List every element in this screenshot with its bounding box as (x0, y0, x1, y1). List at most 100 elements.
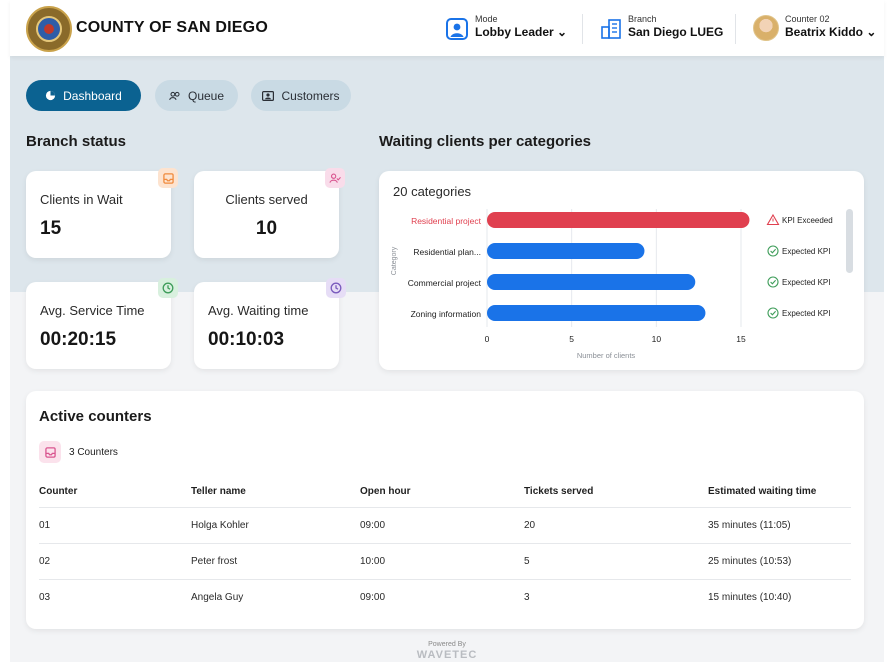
column-header-counter: Counter (39, 486, 78, 497)
cell-counter: 01 (39, 520, 51, 531)
x-tick-label: 5 (569, 334, 574, 344)
kpi-status-label: Expected KPI (782, 309, 830, 318)
tab-queue[interactable]: Queue (155, 80, 238, 111)
tab-customers-label: Customers (281, 88, 340, 103)
active-counters-title: Active counters (39, 408, 152, 425)
check-circle-icon (767, 307, 779, 319)
users-icon (169, 91, 180, 100)
building-icon (601, 19, 621, 39)
check-mark (770, 248, 777, 254)
waiting-clients-card: 20 categories Category Residential projec… (379, 171, 864, 370)
avg-service-time-card: Avg. Service Time 00:20:15 (26, 282, 171, 369)
tab-customers[interactable]: Customers (251, 80, 351, 111)
branch-selector[interactable]: Branch San Diego LUEG (628, 14, 723, 39)
waiting-clients-chart: Category Residential project KPI Exceeded R… (391, 209, 833, 360)
bar (487, 212, 750, 228)
x-tick-label: 0 (485, 334, 490, 344)
stat-value: 00:20:15 (40, 329, 117, 350)
cell-open-hour: 09:00 (360, 592, 386, 603)
clock-icon (158, 278, 178, 298)
tab-queue-label: Queue (187, 88, 225, 103)
counters-count: 3 Counters (69, 447, 118, 458)
divider (582, 14, 583, 44)
cell-counter: 03 (39, 592, 51, 603)
powered-by-label: Powered By (428, 641, 466, 648)
check-mark (770, 279, 777, 285)
cell-estimated-waiting-time: 25 minutes (10:53) (708, 556, 792, 567)
stat-value: 00:10:03 (208, 329, 285, 350)
check-circle-icon (767, 245, 779, 257)
stat-label: Avg. Service Time (40, 303, 145, 318)
column-header-open-hour: Open hour (360, 486, 411, 497)
user-name: Beatrix Kiddo (785, 25, 864, 39)
kpi-status-label: Expected KPI (782, 247, 830, 256)
mode-value: Lobby Leader (475, 25, 554, 39)
cell-teller-name: Angela Guy (191, 592, 244, 603)
cell-counter: 02 (39, 556, 51, 567)
user-check-icon (325, 168, 345, 188)
pie-chart-icon (46, 90, 56, 101)
category-label: Zoning information (411, 309, 482, 319)
branch-value: San Diego LUEG (628, 25, 724, 39)
cell-open-hour: 10:00 (360, 556, 386, 567)
chevron-down-icon: ⌄ (557, 25, 568, 39)
x-axis-label: Number of clients (577, 351, 636, 360)
categories-count: 20 categories (393, 184, 472, 199)
stat-label: Clients in Wait (40, 192, 123, 207)
chevron-down-icon: ⌄ (866, 25, 877, 39)
cell-teller-name: Peter frost (191, 556, 238, 567)
column-header-estimated-waiting-time: Estimated waiting time (708, 486, 817, 497)
stat-value: 10 (255, 218, 278, 239)
table-row[interactable]: 03 Angela Guy 09:00 3 15 minutes (10:40) (39, 579, 851, 615)
bar (487, 243, 645, 259)
active-counters-card: Active counters 3 Counters Counter Telle… (26, 391, 864, 629)
bar (487, 274, 696, 290)
category-label: Residential plan... (413, 247, 481, 257)
branch-label: Branch (628, 14, 657, 24)
column-header-teller-name: Teller name (191, 486, 246, 497)
category-label: Residential project (411, 216, 482, 226)
table-row[interactable]: 01 Holga Kohler 09:00 20 35 minutes (11:… (39, 507, 851, 543)
tab-dashboard-label: Dashboard (63, 88, 122, 103)
inbox-icon (158, 168, 178, 188)
chart-scrollbar[interactable] (846, 209, 853, 273)
divider (735, 14, 736, 44)
org-title: COUNTY OF SAN DIEGO (76, 19, 268, 36)
x-tick-label: 15 (736, 334, 746, 344)
x-tick-label: 10 (652, 334, 662, 344)
bar (487, 305, 706, 321)
id-card-icon (262, 90, 275, 101)
y-axis-label: Category (391, 246, 398, 275)
cell-tickets-served: 20 (524, 520, 536, 531)
county-seal-logo (26, 6, 72, 52)
counter-icon (39, 441, 61, 463)
check-circle-icon (767, 276, 779, 288)
kpi-status-label: KPI Exceeded (782, 216, 833, 225)
mode-user-icon (446, 18, 468, 40)
stat-label: Avg. Waiting time (208, 303, 309, 318)
cell-open-hour: 09:00 (360, 520, 386, 531)
mode-label: Mode (475, 14, 498, 24)
avg-waiting-time-card: Avg. Waiting time 00:10:03 (194, 282, 339, 369)
stat-label: Clients served (225, 192, 308, 207)
clients-in-wait-card: Clients in Wait 15 (26, 171, 171, 258)
column-header-tickets-served: Tickets served (524, 486, 594, 497)
avatar (753, 15, 779, 41)
table-row[interactable]: 02 Peter frost 10:00 5 25 minutes (10:53… (39, 543, 851, 579)
cell-teller-name: Holga Kohler (191, 520, 249, 531)
clock-icon (326, 278, 346, 298)
check-mark (770, 310, 777, 316)
mode-selector[interactable]: Mode Lobby Leader ⌄ (475, 14, 567, 39)
counter-label: Counter 02 (785, 14, 830, 24)
wavetec-logo: WAVETEC (416, 649, 478, 661)
counter-user-selector[interactable]: Counter 02 Beatrix Kiddo ⌄ (785, 14, 876, 39)
cell-estimated-waiting-time: 15 minutes (10:40) (708, 592, 792, 603)
cell-estimated-waiting-time: 35 minutes (11:05) (708, 520, 791, 531)
cell-tickets-served: 3 (524, 592, 530, 603)
kpi-status-label: Expected KPI (782, 278, 830, 287)
warning-icon (766, 213, 780, 226)
tab-dashboard[interactable]: Dashboard (26, 80, 141, 111)
top-header: COUNTY OF SAN DIEGO Mode Lobby Leader ⌄ … (10, 0, 884, 56)
category-label: Commercial project (408, 278, 482, 288)
cell-tickets-served: 5 (524, 556, 530, 567)
